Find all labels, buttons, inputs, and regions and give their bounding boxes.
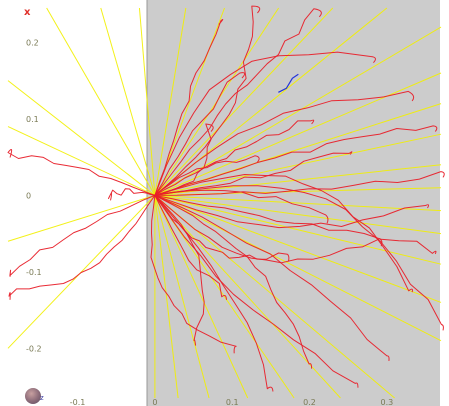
x-tick-label: 0.3 [381, 398, 394, 406]
straight-track [154, 7, 225, 196]
curly-track [154, 195, 290, 262]
straight-track [154, 7, 187, 196]
straight-track [154, 194, 442, 235]
curly-track [154, 90, 415, 196]
curly-track [154, 195, 205, 346]
straight-track [154, 194, 442, 303]
curly-track [154, 185, 444, 331]
curly-tracks [7, 5, 445, 392]
tick-labels: -0.1 0 0.1 0.2 0.3 0.2 0.1 0 -0.1 -0.2 [26, 38, 393, 406]
curly-track [154, 18, 224, 196]
curly-track [154, 51, 376, 196]
straight-track [154, 195, 295, 399]
neutral-track [278, 73, 299, 93]
curly-track [154, 125, 438, 196]
straight-track [46, 7, 156, 196]
curly-track [154, 5, 261, 196]
curly-track [9, 194, 156, 277]
curly-track [154, 72, 246, 196]
curly-track [154, 195, 383, 264]
straight-track [154, 26, 442, 196]
curly-track [7, 149, 156, 196]
curly-track [154, 194, 390, 361]
curly-track [154, 195, 274, 392]
y-tick-label: 0.1 [26, 115, 39, 124]
y-tick-label: 0 [26, 191, 31, 200]
curly-track [154, 174, 413, 293]
curly-track [150, 195, 237, 354]
straight-track [154, 7, 334, 196]
curly-track [154, 194, 430, 229]
straight-track [138, 7, 156, 196]
orientation-gizmo-icon[interactable] [25, 388, 41, 404]
x-tick-label: 0.1 [226, 398, 239, 406]
curly-track [8, 195, 156, 300]
curly-track [154, 189, 329, 224]
y-tick-label: 0.2 [26, 38, 39, 47]
curly-track [154, 119, 315, 196]
curly-track [108, 188, 156, 201]
y-tick-label: -0.2 [26, 344, 42, 353]
straight-track [154, 195, 210, 399]
straight-track [7, 126, 156, 196]
straight-track [7, 195, 156, 349]
curly-track [154, 194, 313, 369]
curly-track [154, 195, 359, 388]
curly-track [154, 8, 322, 196]
straight-track [7, 194, 156, 242]
x-tick-label: -0.1 [70, 398, 86, 406]
z-axis-letter: z [40, 394, 44, 402]
straight-track [154, 195, 179, 399]
straight-track [100, 7, 156, 196]
straight-track [154, 72, 442, 196]
curly-track [154, 155, 260, 196]
straight-track [154, 194, 442, 265]
x-tick-label: 0 [152, 398, 157, 406]
curly-track [154, 123, 214, 196]
x-tick-label: 0.2 [303, 398, 316, 406]
curly-track [154, 195, 227, 300]
curly-track [154, 151, 353, 196]
straight-track [7, 80, 156, 196]
straight-track [154, 194, 442, 212]
straight-track [154, 195, 249, 399]
x-axis-letter: x [24, 7, 31, 18]
neutral-tracks [278, 73, 299, 93]
y-tick-label: -0.1 [26, 268, 42, 277]
straight-track [154, 194, 442, 342]
